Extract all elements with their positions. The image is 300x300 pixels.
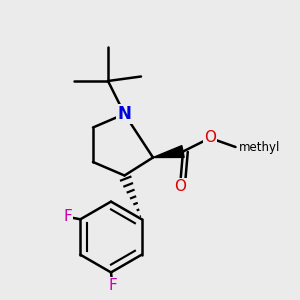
Polygon shape [153,146,184,158]
Text: O: O [204,130,216,146]
Text: methyl: methyl [238,140,280,154]
Text: O: O [174,179,186,194]
Text: F: F [63,209,72,224]
Text: F: F [108,278,117,293]
Text: N: N [118,105,131,123]
